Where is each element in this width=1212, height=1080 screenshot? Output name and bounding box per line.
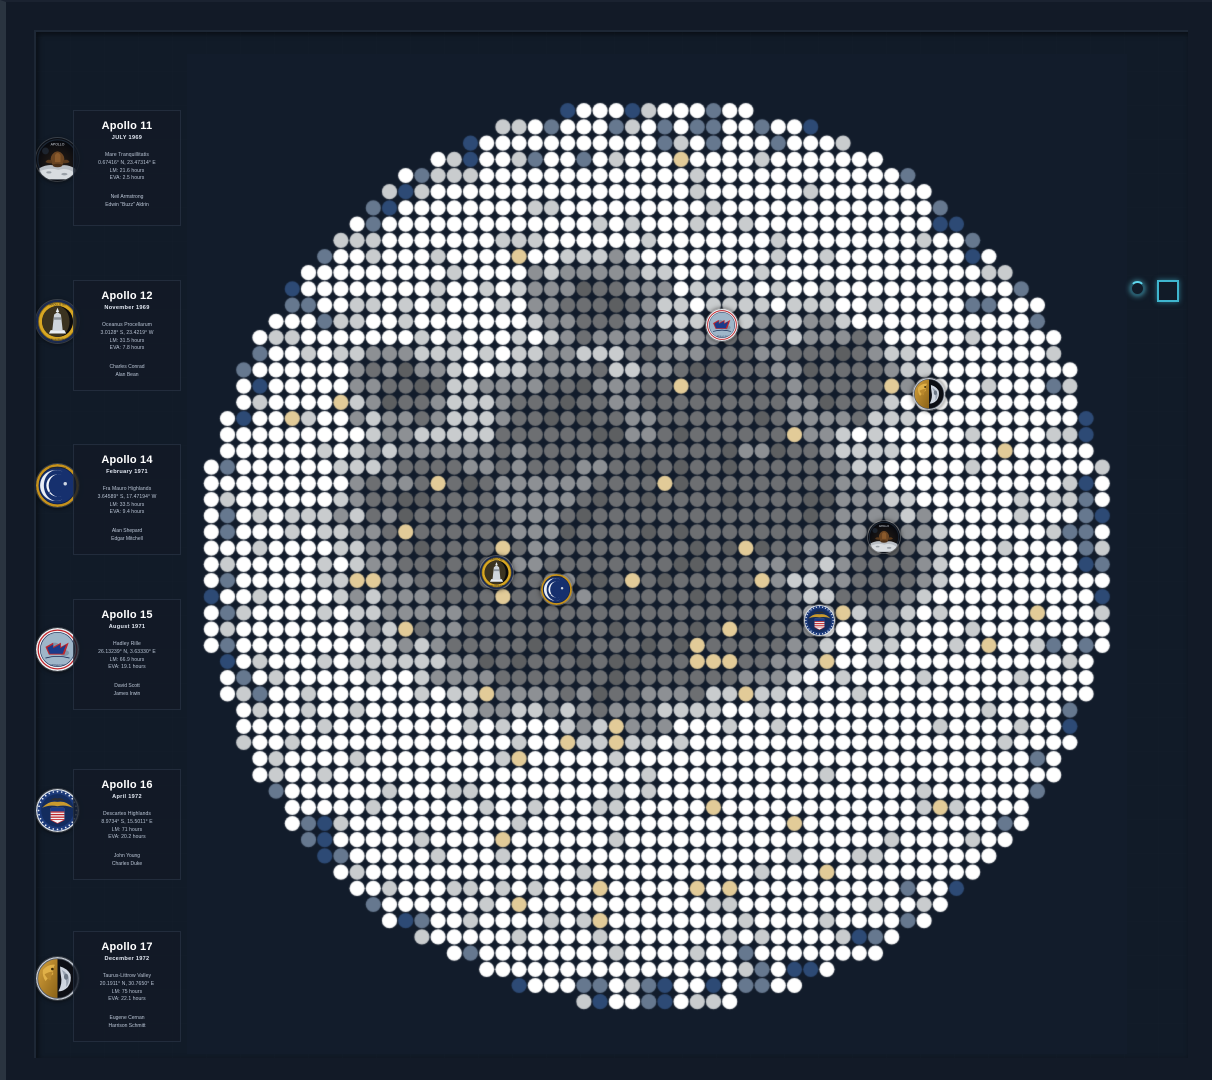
crew-member: Neil Armstrong bbox=[110, 194, 144, 200]
mission-crew: Charles Conrad Alan Bean bbox=[79, 364, 175, 380]
landing-site: Mare Tranquillitatis bbox=[105, 152, 149, 158]
mission-card-apollo-17[interactable]: Apollo 17 December 1972 Taurus-Littrow V… bbox=[73, 931, 181, 1042]
moon-dot-matrix-canvas[interactable] bbox=[187, 54, 1127, 1054]
map-marker-apollo-11[interactable]: APOLLO bbox=[868, 521, 900, 553]
eva-duration: EVA: 20.2 hours bbox=[108, 834, 146, 841]
map-marker-apollo-14[interactable]: APOLLO XIV bbox=[540, 573, 572, 605]
mission-card-apollo-11[interactable]: Apollo 11 JULY 1969 Mare Tranquillitatis… bbox=[73, 110, 181, 226]
crew-member: Alan Bean bbox=[115, 371, 139, 378]
crew-member: Edgar Mitchell bbox=[111, 535, 143, 542]
landing-site: Taurus-Littrow Valley bbox=[102, 973, 152, 979]
map-marker-apollo-17[interactable] bbox=[913, 378, 945, 410]
mission-crew: Eugene Cernan Harrison Schmitt bbox=[79, 1015, 175, 1031]
moon-map[interactable]: APOLLO APOLLO XII CONRAD GORDON BEAN APO… bbox=[187, 54, 1179, 1054]
mission-date: November 1969 bbox=[104, 305, 150, 311]
landing-site: Oceanus Procellarum bbox=[102, 322, 152, 328]
mission-facts: Taurus-Littrow Valley 20.1911° N, 30.765… bbox=[79, 973, 175, 1004]
svg-text:CONRAD GORDON BEAN: CONRAD GORDON BEAN bbox=[45, 338, 71, 341]
loading-spinner-icon bbox=[1130, 281, 1145, 296]
mission-date: February 1971 bbox=[106, 469, 148, 475]
mission-facts: Descartes Highlands 8.9734° S, 15.5011° … bbox=[79, 811, 175, 842]
mission-crew: John Young Charles Duke bbox=[79, 853, 175, 869]
lm-duration: LM: 33.5 hours bbox=[109, 501, 145, 508]
landing-site: Hadley Rille bbox=[113, 641, 141, 647]
mission-title: Apollo 12 bbox=[101, 290, 153, 302]
lm-duration: LM: 66.9 hours bbox=[109, 656, 145, 663]
mission-list: APOLLO Apollo 11 JULY 1969 Mare Tranquill… bbox=[36, 32, 186, 1058]
eva-duration: EVA: 22.1 hours bbox=[108, 996, 146, 1003]
map-marker-apollo-12[interactable]: APOLLO XII CONRAD GORDON BEAN bbox=[479, 555, 513, 589]
mission-title: Apollo 15 bbox=[101, 609, 153, 621]
landing-coords: 20.1911° N, 30.7650° E bbox=[99, 980, 155, 987]
mission-date: December 1972 bbox=[104, 956, 150, 962]
inset-frame-panel: APOLLO APOLLO XII CONRAD GORDON BEAN APO… bbox=[34, 30, 1188, 1058]
landing-coords: 3.64589° S, 17.47194° W bbox=[97, 493, 157, 500]
apollo-12-patch[interactable]: APOLLO XII CONRAD GORDON BEAN bbox=[36, 300, 79, 343]
mission-crew: David Scott James Irwin bbox=[79, 683, 175, 699]
lm-duration: LM: 31.5 hours bbox=[109, 337, 145, 344]
lm-duration: LM: 21.6 hours bbox=[109, 167, 145, 174]
crew-member: James Irwin bbox=[113, 690, 141, 697]
crew-member: Eugene Cernan bbox=[109, 1015, 145, 1021]
map-marker-apollo-16[interactable] bbox=[803, 604, 835, 636]
svg-text:APOLLO XIV: APOLLO XIV bbox=[49, 466, 66, 470]
apollo-17-patch[interactable] bbox=[36, 957, 79, 1000]
crew-member: John Young bbox=[113, 853, 141, 859]
svg-text:APOLLO XV: APOLLO XV bbox=[717, 335, 728, 338]
apollo-14-patch[interactable]: APOLLO XIV bbox=[36, 464, 79, 507]
mission-card-apollo-14[interactable]: Apollo 14 February 1971 Fra Mauro Highla… bbox=[73, 444, 181, 555]
mission-date: August 1971 bbox=[108, 624, 146, 630]
landing-coords: 3.0128° S, 23.4219° W bbox=[100, 329, 154, 336]
selection-box-icon[interactable] bbox=[1157, 280, 1179, 302]
crew-member: Charles Conrad bbox=[109, 364, 145, 370]
landing-site: Fra Mauro Highlands bbox=[102, 486, 152, 492]
apollo-15-patch[interactable]: APOLLO XV bbox=[36, 628, 79, 671]
mission-facts: Hadley Rille 26.13239° N, 3.63330° E LM:… bbox=[79, 641, 175, 672]
mission-title: Apollo 14 bbox=[101, 454, 153, 466]
eva-duration: EVA: 9.4 hours bbox=[109, 509, 145, 516]
eva-duration: EVA: 19.1 hours bbox=[108, 664, 146, 671]
eva-duration: EVA: 7.8 hours bbox=[109, 345, 145, 352]
crew-member: Alan Shepard bbox=[111, 528, 143, 534]
mission-crew: Alan Shepard Edgar Mitchell bbox=[79, 528, 175, 544]
crew-member: Charles Duke bbox=[111, 860, 143, 867]
mission-card-apollo-16[interactable]: Apollo 16 April 1972 Descartes Highlands… bbox=[73, 769, 181, 880]
lm-duration: LM: 75 hours bbox=[111, 988, 143, 995]
map-marker-apollo-15[interactable]: APOLLO XV bbox=[706, 309, 738, 341]
mission-date: JULY 1969 bbox=[111, 135, 143, 141]
mission-title: Apollo 17 bbox=[101, 941, 153, 953]
landing-coords: 0.67416° N, 23.47314° E bbox=[98, 159, 156, 166]
svg-text:APOLLO: APOLLO bbox=[879, 524, 889, 528]
landing-site: Descartes Highlands bbox=[102, 811, 152, 817]
landing-coords: 26.13239° N, 3.63330° E bbox=[98, 648, 156, 655]
lm-duration: LM: 71 hours bbox=[111, 826, 143, 833]
eva-duration: EVA: 2.5 hours bbox=[109, 175, 145, 182]
mission-title: Apollo 16 bbox=[101, 779, 153, 791]
svg-text:APOLLO XIV: APOLLO XIV bbox=[550, 575, 562, 578]
mission-facts: Fra Mauro Highlands 3.64589° S, 17.47194… bbox=[79, 486, 175, 517]
svg-text:APOLLO XII: APOLLO XII bbox=[49, 303, 66, 307]
landing-coords: 8.9734° S, 15.5011° E bbox=[101, 818, 153, 825]
mission-crew: Neil Armstrong Edwin "Buzz" Aldrin bbox=[79, 194, 175, 210]
crew-member: Edwin "Buzz" Aldrin bbox=[105, 201, 149, 208]
mission-card-apollo-15[interactable]: Apollo 15 August 1971 Hadley Rille 26.13… bbox=[73, 599, 181, 710]
svg-text:APOLLO XII: APOLLO XII bbox=[490, 558, 503, 561]
crew-member: David Scott bbox=[114, 683, 140, 689]
apollo-11-patch[interactable]: APOLLO bbox=[36, 138, 79, 181]
svg-text:APOLLO XV: APOLLO XV bbox=[50, 663, 65, 667]
crew-member: Harrison Schmitt bbox=[108, 1022, 146, 1029]
mission-facts: Mare Tranquillitatis 0.67416° N, 23.4731… bbox=[79, 152, 175, 183]
mission-title: Apollo 11 bbox=[101, 120, 153, 132]
svg-text:APOLLO: APOLLO bbox=[51, 143, 65, 147]
mission-card-apollo-12[interactable]: Apollo 12 November 1969 Oceanus Procella… bbox=[73, 280, 181, 391]
mission-facts: Oceanus Procellarum 3.0128° S, 23.4219° … bbox=[79, 322, 175, 353]
mission-date: April 1972 bbox=[112, 794, 142, 800]
